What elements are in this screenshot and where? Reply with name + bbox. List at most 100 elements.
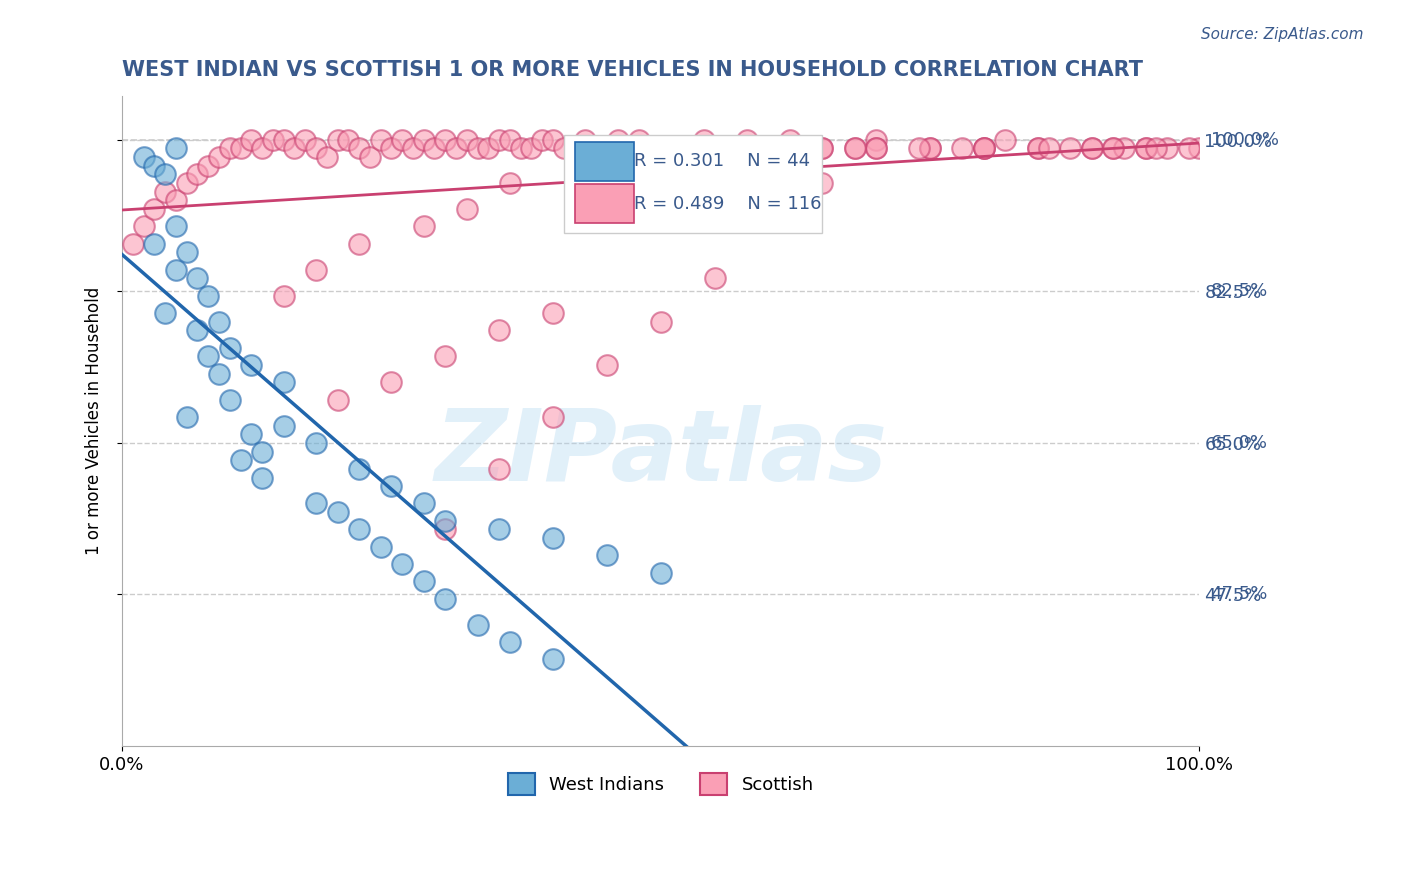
Point — [1026, 141, 1049, 155]
Point — [541, 306, 564, 320]
Point — [574, 133, 596, 147]
Point — [650, 141, 672, 155]
Point — [240, 133, 263, 147]
Point — [1156, 141, 1178, 155]
Point — [197, 349, 219, 363]
Point — [1135, 141, 1157, 155]
Point — [434, 523, 457, 537]
Point — [844, 141, 866, 155]
Point — [671, 141, 693, 155]
Point — [132, 219, 155, 234]
Text: R = 0.489    N = 116: R = 0.489 N = 116 — [634, 194, 821, 212]
Point — [596, 358, 619, 372]
Text: 47.5%: 47.5% — [1211, 585, 1268, 603]
Point — [553, 141, 575, 155]
Point — [811, 141, 834, 155]
Point — [165, 219, 187, 234]
Point — [380, 376, 402, 390]
Text: R = 0.301    N = 44: R = 0.301 N = 44 — [634, 153, 810, 170]
Point — [650, 566, 672, 580]
Point — [412, 219, 434, 234]
Point — [434, 514, 457, 528]
Point — [758, 202, 780, 216]
Point — [176, 409, 198, 424]
Point — [596, 141, 619, 155]
Point — [564, 141, 586, 155]
Point — [811, 176, 834, 190]
Point — [347, 523, 370, 537]
Point — [380, 479, 402, 493]
Point — [585, 141, 607, 155]
Point — [186, 323, 208, 337]
Point — [165, 262, 187, 277]
Point — [488, 523, 510, 537]
Point — [564, 159, 586, 173]
Point — [541, 133, 564, 147]
Point — [326, 133, 349, 147]
Legend: West Indians, Scottish: West Indians, Scottish — [501, 765, 821, 802]
Point — [391, 133, 413, 147]
Point — [347, 462, 370, 476]
Point — [305, 262, 328, 277]
Point — [412, 496, 434, 510]
Point — [370, 133, 392, 147]
Point — [326, 505, 349, 519]
Point — [218, 341, 240, 355]
Point — [1177, 141, 1199, 155]
Point — [779, 141, 801, 155]
FancyBboxPatch shape — [575, 142, 634, 181]
Point — [779, 133, 801, 147]
Point — [541, 652, 564, 666]
Point — [240, 358, 263, 372]
Point — [208, 367, 231, 381]
Point — [305, 435, 328, 450]
Point — [143, 159, 166, 173]
Point — [596, 549, 619, 563]
Point — [229, 453, 252, 467]
Point — [165, 141, 187, 155]
Point — [973, 141, 995, 155]
Text: 82.5%: 82.5% — [1211, 282, 1268, 301]
Point — [402, 141, 425, 155]
Point — [121, 236, 143, 251]
Point — [337, 133, 360, 147]
Point — [412, 574, 434, 589]
Point — [541, 531, 564, 545]
Point — [380, 141, 402, 155]
Point — [250, 444, 273, 458]
Point — [250, 470, 273, 484]
Point — [467, 617, 489, 632]
Point — [541, 409, 564, 424]
Point — [197, 159, 219, 173]
Point — [434, 349, 457, 363]
Point — [208, 150, 231, 164]
Point — [950, 141, 973, 155]
Point — [920, 141, 942, 155]
Point — [973, 141, 995, 155]
Point — [509, 141, 531, 155]
Point — [1080, 141, 1102, 155]
Point — [1102, 141, 1125, 155]
Text: Source: ZipAtlas.com: Source: ZipAtlas.com — [1201, 27, 1364, 42]
Point — [908, 141, 931, 155]
Text: ZIPatlas: ZIPatlas — [434, 405, 887, 502]
Point — [477, 141, 499, 155]
Point — [132, 150, 155, 164]
Point — [758, 141, 780, 155]
Point — [1144, 141, 1167, 155]
Point — [488, 323, 510, 337]
Point — [531, 133, 554, 147]
Point — [444, 141, 467, 155]
Point — [456, 202, 478, 216]
Point — [703, 141, 725, 155]
Point — [273, 288, 295, 302]
Point — [434, 591, 457, 606]
Point — [229, 141, 252, 155]
Point — [628, 141, 651, 155]
Point — [208, 315, 231, 329]
Y-axis label: 1 or more Vehicles in Household: 1 or more Vehicles in Household — [86, 287, 103, 556]
Point — [273, 133, 295, 147]
Point — [273, 376, 295, 390]
Point — [186, 167, 208, 181]
Point — [186, 271, 208, 285]
